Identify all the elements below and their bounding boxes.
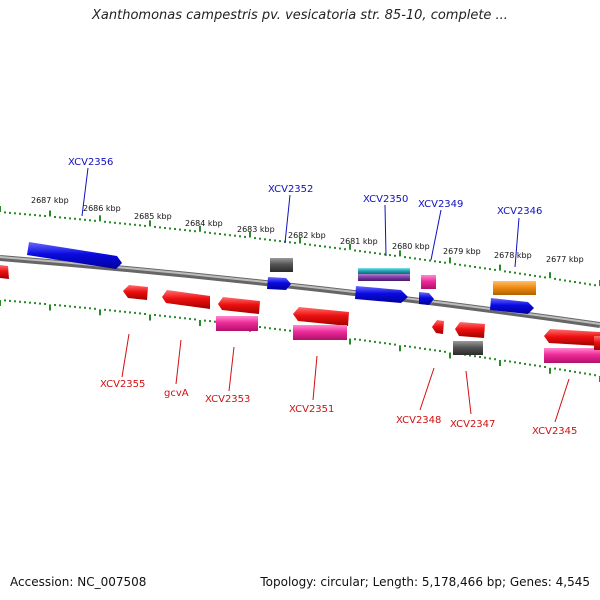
scale-label: 2684 kbp [185, 219, 223, 228]
gene-feature-xcv2346-orange[interactable] [493, 281, 536, 295]
reverse-features [0, 265, 600, 363]
gene-feature-left-edge[interactable] [0, 265, 9, 279]
scale-labels: 2687 kbp 2686 kbp 2685 kbp 2684 kbp 2683… [31, 196, 584, 264]
gene-feature-right-edge[interactable] [594, 336, 600, 350]
gene-feature-xcv2349-pink[interactable] [421, 275, 436, 289]
accession-label: Accession: NC_007508 [10, 575, 147, 589]
reverse-label-leaders [121, 333, 570, 423]
scale-ticks-top [0, 206, 600, 287]
forward-label-leaders [81, 167, 520, 268]
scale-label: 2677 kbp [546, 255, 584, 264]
gene-feature-xcv2353-red[interactable] [218, 297, 260, 314]
gene-label-xcv2347[interactable]: XCV2347 [450, 419, 495, 430]
map-title: Xanthomonas campestris pv. vesicatoria s… [92, 8, 508, 23]
gene-label-xcv2355[interactable]: XCV2355 [100, 379, 145, 390]
scale-label: 2679 kbp [443, 247, 481, 256]
gene-feature-xcv2352-blue[interactable] [267, 277, 291, 290]
gene-feature-gcva[interactable] [162, 290, 210, 309]
scale-label: 2687 kbp [31, 196, 69, 205]
scale-label: 2680 kbp [392, 242, 430, 251]
gene-label-xcv2348[interactable]: XCV2348 [396, 415, 441, 426]
gene-feature-xcv2346-blue[interactable] [490, 298, 534, 314]
scale-label: 2686 kbp [83, 204, 121, 213]
gene-label-xcv2356[interactable]: XCV2356 [68, 157, 113, 168]
gene-feature-xcv2348[interactable] [432, 320, 444, 334]
gene-feature-xcv2353-pink[interactable] [216, 316, 258, 331]
gene-feature-xcv2350-purple[interactable] [358, 274, 410, 281]
gene-label-xcv2345[interactable]: XCV2345 [532, 426, 577, 437]
forward-gene-labels: XCV2356 XCV2352 XCV2350 XCV2349 XCV2346 [68, 157, 542, 217]
gene-feature-xcv2351-pink[interactable] [293, 325, 347, 340]
gene-label-xcv2353[interactable]: XCV2353 [205, 394, 250, 405]
gene-feature-xcv2347-red[interactable] [455, 322, 485, 338]
gene-feature-xcv2345-pink[interactable] [544, 348, 600, 363]
scale-label: 2681 kbp [340, 237, 378, 246]
gene-label-xcv2350[interactable]: XCV2350 [363, 194, 408, 205]
gene-feature-xcv2347-gray[interactable] [453, 341, 483, 355]
gene-label-xcv2349[interactable]: XCV2349 [418, 199, 463, 210]
gene-feature-xcv2355[interactable] [123, 285, 148, 300]
gene-feature-xcv2349-blue[interactable] [419, 292, 434, 305]
gene-label-xcv2352[interactable]: XCV2352 [268, 184, 313, 195]
scale-label: 2685 kbp [134, 212, 172, 221]
forward-features [27, 242, 536, 314]
scale-label: 2683 kbp [237, 225, 275, 234]
gene-feature-xcv2345-red[interactable] [544, 329, 600, 346]
reverse-gene-labels: XCV2355 gcvA XCV2353 XCV2351 XCV2348 XCV… [100, 379, 577, 437]
gene-feature-xcv2350-teal[interactable] [358, 268, 410, 274]
gene-feature-xcv2350-blue[interactable] [355, 286, 408, 303]
gene-label-xcv2346[interactable]: XCV2346 [497, 206, 542, 217]
scale-ticks-bottom [0, 299, 600, 382]
gene-feature-xcv2356[interactable] [27, 242, 122, 269]
scale-label: 2678 kbp [494, 251, 532, 260]
scale-label: 2682 kbp [288, 231, 326, 240]
gene-feature-xcv2352-gray[interactable] [270, 258, 293, 272]
gene-feature-xcv2351-red[interactable] [293, 307, 349, 326]
gene-label-xcv2351[interactable]: XCV2351 [289, 404, 334, 415]
genome-summary: Topology: circular; Length: 5,178,466 bp… [260, 575, 590, 589]
gene-label-gcva[interactable]: gcvA [164, 388, 189, 399]
